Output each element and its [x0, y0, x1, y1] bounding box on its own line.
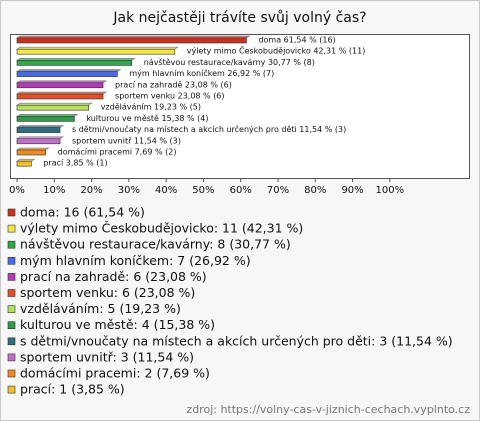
x-tick-label: 10% — [43, 185, 65, 196]
bar-top — [16, 158, 36, 162]
legend-label: doma: 16 (61,54 %) — [20, 205, 145, 220]
value-label: kulturou ve městě 15,38 % (4) — [86, 114, 208, 123]
bar — [16, 104, 89, 111]
x-tick-label: 20% — [80, 185, 102, 196]
legend-label: mým hlavním koníčkem: 7 (26,92 %) — [20, 253, 251, 268]
x-tick-label: 70% — [267, 185, 289, 196]
chart-title: Jak nejčastěji trávíte svůj volný čas? — [112, 10, 366, 26]
bar — [16, 127, 61, 133]
legend-swatch — [7, 289, 16, 297]
legend-label: návštěvou restaurace/kavárny: 8 (30,77 %… — [20, 237, 291, 252]
value-label: sportem uvnitř 11,54 % (3) — [72, 136, 181, 145]
bar — [16, 48, 176, 55]
bar-top — [16, 69, 122, 72]
value-label: prací 3,85 % (1) — [43, 159, 107, 168]
value-label: prací na zahradě 23,08 % (6) — [115, 80, 232, 89]
legend-label: prací: 1 (3,85 %) — [20, 382, 125, 397]
value-label: výlety mimo Českobudějovicko 42,31 % (11… — [187, 45, 366, 56]
legend-label: sportem uvnitř: 3 (11,54 %) — [20, 349, 194, 364]
bar-top — [16, 91, 108, 95]
bar — [16, 149, 46, 156]
x-tick-label: 40% — [155, 185, 177, 196]
bar-top — [16, 147, 50, 151]
bar-top — [16, 102, 93, 106]
legend-swatch — [7, 305, 16, 313]
legend-label: s dětmi/vnoučaty na místech a akcích urč… — [20, 333, 453, 348]
x-tick-label: 0% — [9, 185, 25, 196]
legend-swatch — [7, 240, 16, 249]
bar — [16, 71, 118, 77]
value-label: domácími pracemi 7,69 % (2) — [58, 148, 177, 157]
x-tick-label: 100% — [376, 185, 405, 196]
bar — [16, 82, 104, 89]
bar-top — [16, 114, 79, 117]
legend-label: kulturou ve městě: 4 (15,38 %) — [20, 317, 215, 332]
legend-label: domácími pracemi: 2 (7,69 %) — [20, 366, 210, 381]
legend-label: sportem venku: 6 (23,08 %) — [20, 285, 195, 300]
bar-top — [16, 136, 65, 140]
bar — [16, 160, 32, 167]
legend-swatch — [7, 224, 16, 233]
legend-swatch — [7, 337, 16, 346]
bar-top — [16, 80, 108, 84]
legend-swatch — [7, 321, 16, 330]
legend-label: výlety mimo Českobudějovicko: 11 (42,31 … — [20, 221, 303, 236]
value-label: doma 61,54 % (16) — [258, 36, 335, 45]
value-label: návštěvou restaurace/kavárny 30,77 % (8) — [144, 57, 315, 67]
legend-label: prací na zahradě: 6 (23,08 %) — [20, 269, 207, 284]
x-tick-label: 90% — [341, 185, 363, 196]
bar-top — [16, 125, 65, 128]
value-label: s dětmi/vnoučaty na místech a akcích urč… — [72, 124, 346, 134]
legend-swatch — [7, 256, 16, 265]
legend-label: vzděláváním: 5 (19,23 %) — [20, 301, 181, 316]
bar — [16, 138, 61, 145]
legend-swatch — [7, 385, 16, 394]
bar — [16, 93, 104, 100]
source: zdroj: https://volny-cas-v-jiznich-cecha… — [186, 403, 470, 416]
bar — [16, 60, 133, 66]
bar — [16, 37, 247, 44]
legend-swatch — [7, 353, 16, 362]
legend-swatch — [7, 369, 16, 378]
value-label: vzděláváním 19,23 % (5) — [101, 103, 201, 112]
x-tick-label: 50% — [192, 185, 214, 196]
value-label: sportem venku 23,08 % (6) — [115, 92, 224, 101]
x-tick-label: 30% — [118, 185, 140, 196]
bar — [16, 116, 75, 122]
x-tick-label: 80% — [304, 185, 326, 196]
x-tick-label: 60% — [230, 185, 252, 196]
legend-swatch — [7, 208, 16, 217]
legend-swatch — [7, 273, 16, 281]
value-label: mým hlavním koníčkem 26,92 % (7) — [129, 68, 274, 78]
